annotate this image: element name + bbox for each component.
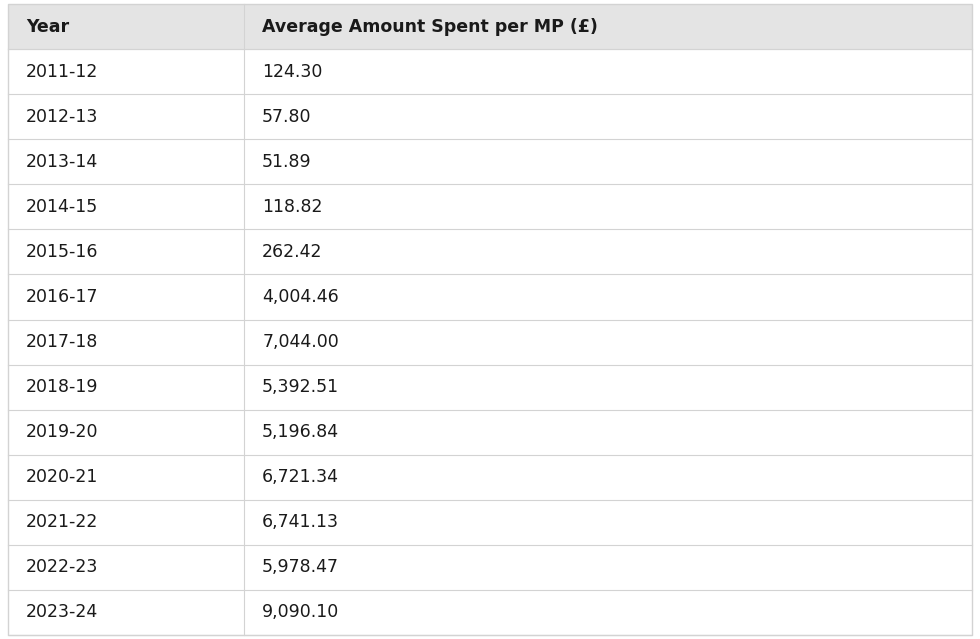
Text: 262.42: 262.42: [263, 243, 322, 261]
Text: 2014-15: 2014-15: [26, 198, 98, 216]
Text: 118.82: 118.82: [263, 198, 322, 216]
Text: 5,196.84: 5,196.84: [263, 423, 339, 441]
Text: 6,721.34: 6,721.34: [263, 468, 339, 486]
Bar: [8, 455, 972, 500]
Bar: [8, 545, 972, 590]
Bar: [8, 4, 972, 49]
Bar: [8, 590, 972, 635]
Text: 2020-21: 2020-21: [26, 468, 98, 486]
Text: 57.80: 57.80: [263, 108, 312, 126]
Text: 51.89: 51.89: [263, 153, 312, 171]
Text: 2011-12: 2011-12: [26, 63, 98, 81]
Bar: [8, 229, 972, 274]
Bar: [8, 94, 972, 139]
Bar: [8, 320, 972, 365]
Text: 2019-20: 2019-20: [26, 423, 99, 441]
Bar: [8, 500, 972, 545]
Text: 6,741.13: 6,741.13: [263, 513, 339, 531]
Bar: [8, 410, 972, 455]
Text: 2018-19: 2018-19: [26, 378, 99, 396]
Text: 4,004.46: 4,004.46: [263, 288, 339, 306]
Text: 7,044.00: 7,044.00: [263, 333, 339, 351]
Text: 2013-14: 2013-14: [26, 153, 98, 171]
Text: 2021-22: 2021-22: [26, 513, 98, 531]
Text: 2023-24: 2023-24: [26, 603, 98, 622]
Bar: [8, 49, 972, 94]
Text: 124.30: 124.30: [263, 63, 322, 81]
Text: 5,978.47: 5,978.47: [263, 558, 339, 576]
Bar: [8, 139, 972, 184]
Text: 5,392.51: 5,392.51: [263, 378, 339, 396]
Bar: [8, 365, 972, 410]
Bar: [8, 184, 972, 229]
Text: 2012-13: 2012-13: [26, 108, 98, 126]
Text: 2017-18: 2017-18: [26, 333, 98, 351]
Text: 9,090.10: 9,090.10: [263, 603, 339, 622]
Text: 2022-23: 2022-23: [26, 558, 98, 576]
Text: 2016-17: 2016-17: [26, 288, 99, 306]
Text: Year: Year: [26, 17, 70, 36]
Text: 2015-16: 2015-16: [26, 243, 99, 261]
Text: Average Amount Spent per MP (£): Average Amount Spent per MP (£): [263, 17, 598, 36]
Bar: [8, 274, 972, 320]
